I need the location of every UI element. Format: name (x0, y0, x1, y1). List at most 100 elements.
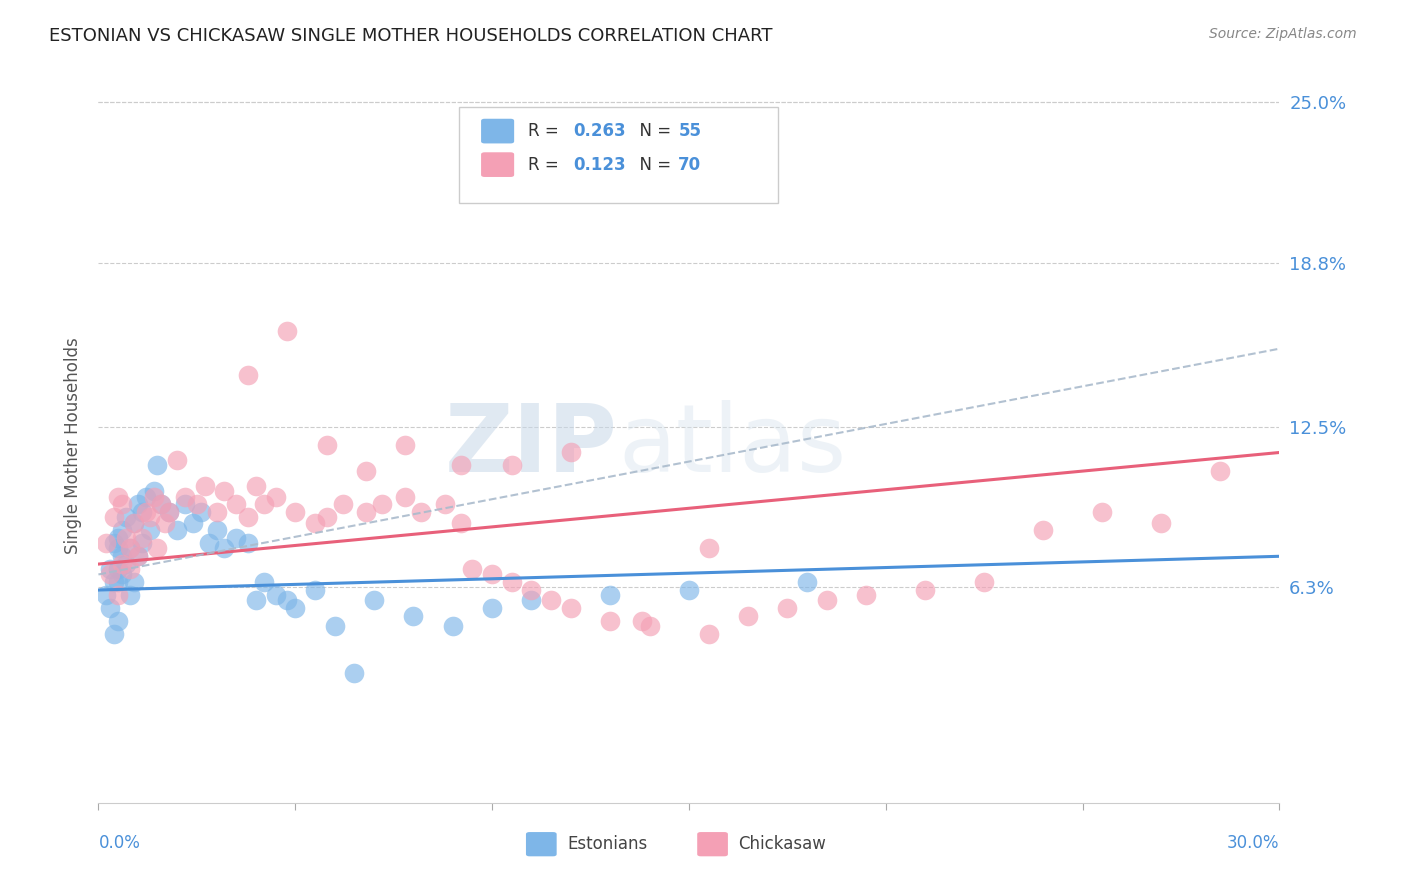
Point (122, 516, 145, 530)
Point (122, 516, 145, 530)
Point (433, 497, 456, 511)
FancyBboxPatch shape (481, 153, 515, 177)
Point (107, 614, 129, 628)
Point (520, 593, 543, 607)
Point (363, 593, 385, 607)
Point (107, 575, 129, 590)
Point (264, 588, 287, 602)
Point (111, 549, 134, 564)
Y-axis label: Single Mother Households: Single Mother Households (65, 338, 83, 554)
Point (131, 505, 153, 519)
Point (304, 516, 326, 530)
Point (127, 549, 149, 564)
Text: 0.0%: 0.0% (98, 834, 141, 852)
Point (304, 582, 326, 597)
Point (115, 557, 138, 571)
Point (914, 582, 936, 597)
Point (118, 562, 141, 576)
Point (560, 601, 582, 615)
Point (150, 497, 173, 511)
Point (245, 479, 267, 493)
Point (225, 497, 247, 511)
Point (253, 497, 276, 511)
Point (146, 458, 169, 473)
Point (103, 536, 125, 550)
Point (194, 479, 217, 493)
Point (461, 562, 484, 576)
Point (276, 324, 298, 338)
Point (354, 505, 377, 519)
Text: 30.0%: 30.0% (1227, 834, 1279, 852)
Point (638, 619, 661, 633)
Point (138, 510, 160, 524)
Point (107, 562, 129, 576)
Point (394, 438, 416, 452)
Point (166, 524, 188, 538)
Point (481, 567, 503, 582)
Point (98, 562, 121, 576)
Point (127, 549, 149, 564)
Point (118, 588, 141, 602)
Point (107, 541, 129, 556)
Text: ZIP: ZIP (446, 400, 619, 492)
Point (737, 609, 759, 624)
Point (855, 588, 877, 602)
Point (560, 445, 582, 459)
Point (111, 497, 134, 511)
Point (174, 497, 197, 511)
Point (142, 490, 165, 504)
Point (315, 510, 337, 524)
FancyBboxPatch shape (458, 107, 778, 203)
FancyBboxPatch shape (526, 832, 557, 856)
Text: N =: N = (628, 155, 676, 174)
Point (1150, 516, 1173, 530)
Point (225, 531, 247, 545)
Point (697, 627, 720, 641)
Point (815, 593, 838, 607)
Point (122, 575, 145, 590)
Point (411, 505, 433, 519)
Point (214, 484, 236, 499)
Point (115, 510, 138, 524)
Text: Source: ZipAtlas.com: Source: ZipAtlas.com (1209, 27, 1357, 41)
Point (371, 497, 394, 511)
Point (630, 614, 652, 628)
FancyBboxPatch shape (481, 119, 515, 144)
Point (118, 541, 141, 556)
Text: 0.263: 0.263 (574, 122, 626, 140)
Point (1091, 505, 1114, 519)
Point (135, 490, 157, 504)
Point (135, 505, 157, 519)
Point (501, 458, 523, 473)
Text: ESTONIAN VS CHICKASAW SINGLE MOTHER HOUSEHOLDS CORRELATION CHART: ESTONIAN VS CHICKASAW SINGLE MOTHER HOUS… (49, 27, 773, 45)
Point (450, 458, 472, 473)
Point (111, 524, 134, 538)
Point (103, 510, 125, 524)
Point (138, 524, 160, 538)
Point (236, 368, 259, 382)
Text: R =: R = (529, 122, 564, 140)
Point (107, 588, 129, 602)
Point (107, 531, 129, 545)
Point (103, 627, 125, 641)
Point (118, 541, 141, 556)
Point (481, 601, 503, 615)
Point (276, 593, 298, 607)
Point (450, 516, 472, 530)
Point (131, 536, 153, 550)
Point (205, 524, 228, 538)
Text: 0.123: 0.123 (574, 155, 626, 174)
Point (174, 490, 197, 504)
Point (264, 490, 287, 504)
Point (520, 582, 543, 597)
Text: Chickasaw: Chickasaw (738, 835, 827, 853)
Point (96, 588, 118, 602)
Point (181, 516, 204, 530)
Point (214, 541, 236, 556)
Point (146, 541, 169, 556)
Text: 55: 55 (678, 122, 702, 140)
Point (197, 536, 219, 550)
Point (394, 490, 416, 504)
Point (441, 619, 464, 633)
Point (323, 619, 346, 633)
